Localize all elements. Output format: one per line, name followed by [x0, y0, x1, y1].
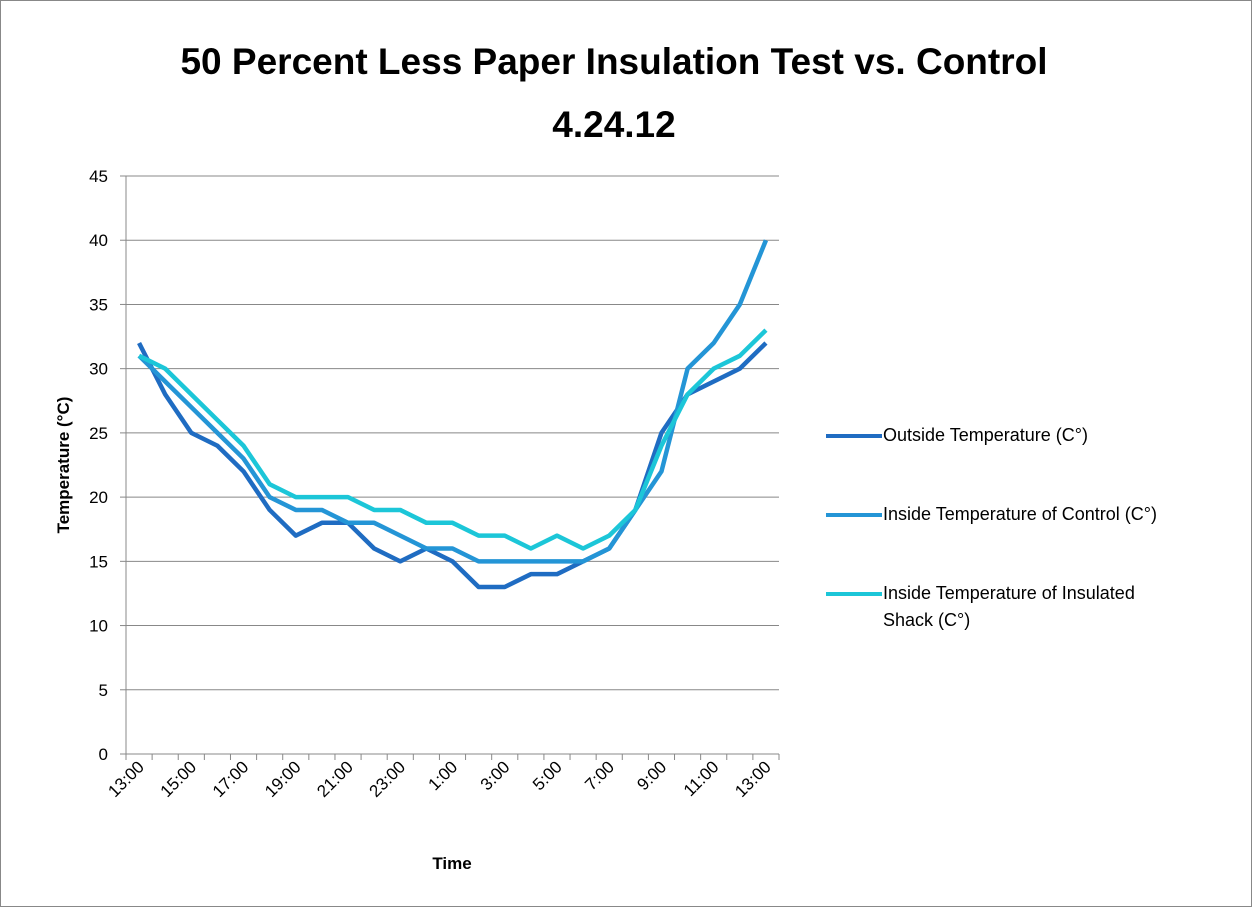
- x-tick-label: 5:00: [529, 757, 566, 794]
- series-line: [138, 328, 768, 551]
- legend-item: Inside Temperature of Insulated Shack (C…: [826, 580, 1186, 634]
- x-tick-label: 15:00: [157, 757, 201, 801]
- y-tick-label: 5: [99, 681, 108, 700]
- x-tick-label: 21:00: [313, 757, 357, 801]
- legend-swatch: [826, 513, 882, 517]
- x-tick-label: 7:00: [581, 757, 618, 794]
- y-tick-label: 20: [89, 488, 108, 507]
- y-tick-label: 45: [89, 167, 108, 186]
- legend-label: Inside Temperature of Control (C°): [883, 504, 1157, 524]
- legend-item: Outside Temperature (C°): [826, 422, 1186, 449]
- y-tick-label: 30: [89, 360, 108, 379]
- x-tick-label: 13:00: [731, 757, 775, 801]
- x-tick-label: 1:00: [424, 757, 461, 794]
- y-tick-label: 15: [89, 552, 108, 571]
- legend-swatch: [826, 592, 882, 596]
- series-line: [137, 341, 768, 590]
- y-tick-label: 25: [89, 424, 108, 443]
- series-line: [137, 239, 769, 564]
- x-tick-label: 11:00: [680, 757, 723, 800]
- x-axis-label: Time: [432, 854, 471, 873]
- legend-label: Inside Temperature of Insulated Shack (C…: [883, 583, 1135, 630]
- legend-item: Inside Temperature of Control (C°): [826, 501, 1186, 528]
- legend-swatch: [826, 434, 882, 438]
- y-tick-label: 35: [89, 295, 108, 314]
- chart-title: 4.24.12: [552, 104, 675, 145]
- y-tick-label: 0: [99, 745, 108, 764]
- legend-label: Outside Temperature (C°): [883, 425, 1088, 445]
- x-tick-label: 19:00: [261, 757, 305, 801]
- chart-title: 50 Percent Less Paper Insulation Test vs…: [180, 41, 1047, 82]
- x-tick-label: 23:00: [366, 757, 410, 801]
- x-tick-label: 9:00: [633, 757, 670, 794]
- y-tick-label: 10: [89, 617, 108, 636]
- y-axis-label: Temperature (°C): [54, 397, 73, 534]
- y-tick-label: 40: [89, 231, 108, 250]
- x-tick-label: 17:00: [209, 757, 253, 801]
- x-tick-label: 3:00: [477, 757, 514, 794]
- x-tick-label: 13:00: [104, 757, 148, 801]
